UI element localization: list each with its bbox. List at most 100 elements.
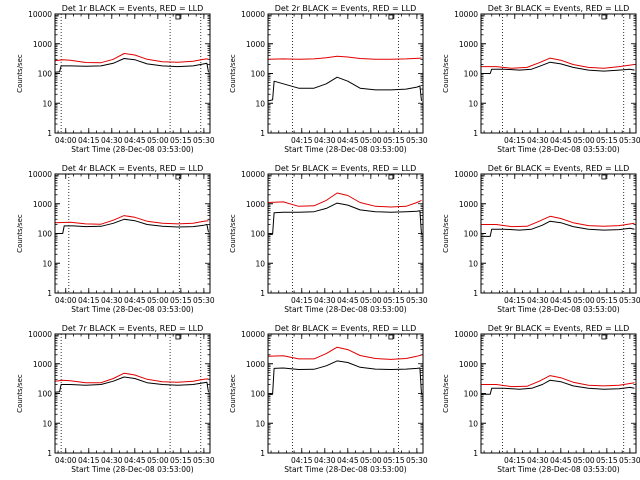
x-tick-label: 04:00 [55, 136, 77, 145]
y-tick-label: 1000 [33, 360, 52, 369]
y-tick-label: 1000 [246, 200, 265, 209]
x-tick-label: 05:00 [360, 296, 382, 305]
x-tick-label: 04:00 [55, 296, 77, 305]
events-rate-trace [54, 376, 209, 393]
x-tick-label: 05:15 [383, 456, 405, 465]
y-tick-label: 10 [255, 259, 265, 268]
events-rate-trace [267, 360, 422, 396]
detector-panel-9: Det 9r BLACK = Events, RED = LLD 1 10 100 10… [442, 324, 640, 474]
plot-frame [480, 333, 637, 454]
x-tick-label: 05:00 [147, 296, 169, 305]
plot-frame [54, 333, 211, 454]
y-tick-label: 10 [255, 419, 265, 428]
y-tick-label: 1 [473, 449, 478, 458]
y-tick-label: 10000 [241, 330, 265, 339]
corner-marker [601, 174, 607, 180]
x-axis-label: Start Time (28-Dec-08 03:53:00) [497, 145, 619, 154]
lld-rate-trace [54, 53, 209, 64]
x-tick-label: 04:30 [527, 296, 549, 305]
x-axis-label: Start Time (28-Dec-08 03:53:00) [284, 305, 406, 314]
events-rate-trace [55, 218, 209, 234]
x-tick-label: 05:00 [147, 136, 169, 145]
panel-title: Det 3r BLACK = Events, RED = LLD [488, 4, 630, 13]
y-axis-label: Counts/sec [442, 54, 450, 93]
corner-marker [175, 334, 181, 340]
corner-marker [175, 174, 181, 180]
x-tick-label: 04:15 [78, 456, 100, 465]
y-tick-label: 100 [464, 70, 479, 79]
y-axis-label: Counts/sec [229, 374, 237, 413]
plot-frame [54, 13, 211, 134]
x-tick-label: 05:00 [360, 456, 382, 465]
y-axis-label: Counts/sec [229, 214, 237, 253]
y-tick-label: 10000 [241, 170, 265, 179]
x-tick-label: 05:15 [596, 296, 618, 305]
corner-marker [601, 14, 607, 20]
plot-frame [54, 173, 211, 294]
x-tick-label: 04:45 [550, 456, 572, 465]
corner-marker [388, 334, 394, 340]
y-tick-label: 100 [464, 230, 479, 239]
detector-panel-2: Det 2r BLACK = Events, RED = LLD 1 10 100 10… [229, 4, 428, 154]
y-axis-label: Counts/sec [442, 214, 450, 253]
y-tick-label: 10000 [28, 10, 52, 19]
plot-frame [480, 13, 637, 134]
x-tick-label: 05:15 [383, 296, 405, 305]
x-tick-label: 04:15 [504, 136, 526, 145]
x-tick-label: 04:15 [78, 296, 100, 305]
x-tick-label: 05:15 [170, 136, 192, 145]
x-tick-label: 05:00 [360, 136, 382, 145]
x-tick-label: 05:30 [193, 136, 215, 145]
x-tick-label: 05:15 [170, 296, 192, 305]
lld-rate-trace [267, 55, 422, 60]
plot-frame [267, 333, 424, 454]
y-tick-label: 1000 [459, 200, 478, 209]
y-tick-label: 10000 [28, 170, 52, 179]
panel-title: Det 9r BLACK = Events, RED = LLD [488, 324, 630, 333]
y-tick-label: 10000 [454, 170, 478, 179]
x-tick-label: 04:15 [291, 456, 313, 465]
panel-title: Det 2r BLACK = Events, RED = LLD [275, 4, 417, 13]
y-tick-label: 1000 [246, 40, 265, 49]
y-tick-label: 1 [260, 129, 265, 138]
detector-panel-7: Det 7r BLACK = Events, RED = LLD 1 10 100 10… [16, 324, 215, 474]
events-rate-trace [481, 220, 635, 237]
y-tick-label: 1 [47, 129, 52, 138]
x-tick-label: 04:30 [314, 456, 336, 465]
y-tick-label: 1000 [459, 40, 478, 49]
x-axis-label: Start Time (28-Dec-08 03:53:00) [284, 465, 406, 474]
y-tick-label: 10 [42, 419, 52, 428]
x-tick-label: 05:15 [596, 456, 618, 465]
detector-panel-1: Det 1r BLACK = Events, RED = LLD 1 10 100 10… [16, 4, 215, 154]
y-tick-label: 1 [473, 129, 478, 138]
events-rate-trace [481, 379, 635, 395]
x-tick-label: 05:30 [406, 296, 428, 305]
y-tick-label: 10000 [454, 330, 478, 339]
x-tick-label: 05:30 [619, 136, 640, 145]
x-tick-label: 05:15 [383, 136, 405, 145]
x-tick-label: 05:30 [406, 136, 428, 145]
y-tick-label: 1 [47, 449, 52, 458]
y-tick-label: 100 [251, 390, 266, 399]
panel-title: Det 1r BLACK = Events, RED = LLD [62, 4, 204, 13]
x-tick-label: 05:30 [619, 456, 640, 465]
x-axis-label: Start Time (28-Dec-08 03:53:00) [71, 145, 193, 154]
x-tick-label: 04:45 [124, 296, 146, 305]
x-tick-label: 05:00 [573, 456, 595, 465]
x-axis-label: Start Time (28-Dec-08 03:53:00) [497, 465, 619, 474]
y-axis-label: Counts/sec [16, 374, 24, 413]
y-axis-label: Counts/sec [16, 54, 24, 93]
x-tick-label: 05:30 [619, 296, 640, 305]
y-tick-label: 100 [464, 390, 479, 399]
x-tick-label: 05:00 [573, 296, 595, 305]
y-tick-label: 10 [42, 259, 52, 268]
detector-panel-3: Det 3r BLACK = Events, RED = LLD 1 10 100 10… [442, 4, 640, 154]
y-tick-label: 1000 [246, 360, 265, 369]
y-axis-label: Counts/sec [16, 214, 24, 253]
x-tick-label: 04:00 [55, 456, 77, 465]
corner-marker [601, 334, 607, 340]
x-tick-label: 04:30 [527, 136, 549, 145]
y-tick-label: 10 [42, 99, 52, 108]
y-tick-label: 10000 [454, 10, 478, 19]
x-axis-label: Start Time (28-Dec-08 03:53:00) [71, 305, 193, 314]
